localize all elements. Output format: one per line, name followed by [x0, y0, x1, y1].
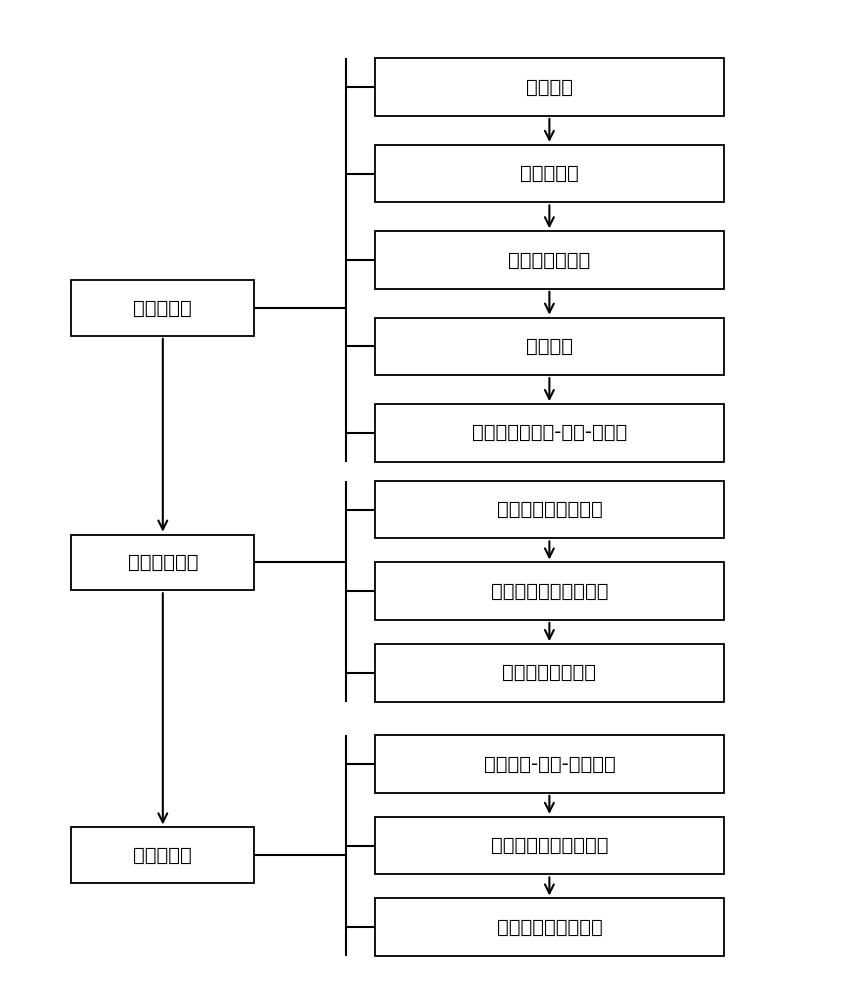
Bar: [375, 735, 724, 793]
Text: 道路测试（加料-运料-卸料）: 道路测试（加料-运料-卸料）: [472, 423, 627, 442]
Bar: [375, 481, 724, 538]
Text: 布线与调试设备: 布线与调试设备: [508, 250, 591, 269]
Text: 测试数据分析: 测试数据分析: [127, 553, 198, 572]
Bar: [71, 535, 255, 590]
Text: 确定各测点的强化系数: 确定各测点的强化系数: [491, 836, 608, 855]
Text: 确定加料-运料-卸料循环: 确定加料-运料-卸料循环: [483, 754, 615, 774]
Bar: [375, 404, 724, 462]
Text: 去除奇异点、滤波处理: 去除奇异点、滤波处理: [491, 582, 608, 601]
Text: 载荷谱编制: 载荷谱编制: [133, 846, 192, 865]
Bar: [375, 58, 724, 116]
Bar: [375, 898, 724, 956]
Text: 应变片粘贴: 应变片粘贴: [520, 164, 578, 183]
Bar: [375, 562, 724, 620]
Text: 测点确定: 测点确定: [526, 78, 573, 97]
Bar: [375, 145, 724, 202]
Bar: [71, 827, 255, 883]
Bar: [375, 231, 724, 289]
Text: 时域信号功率谱分析: 时域信号功率谱分析: [496, 500, 602, 519]
Text: 载荷谱测试: 载荷谱测试: [133, 298, 192, 318]
Bar: [375, 318, 724, 375]
Text: 获得可靠试验数据: 获得可靠试验数据: [502, 663, 597, 682]
Text: 确定焊点位置载荷谱: 确定焊点位置载荷谱: [496, 918, 602, 937]
Bar: [375, 644, 724, 702]
Bar: [375, 817, 724, 874]
Text: 静态测试: 静态测试: [526, 337, 573, 356]
Bar: [71, 280, 255, 336]
